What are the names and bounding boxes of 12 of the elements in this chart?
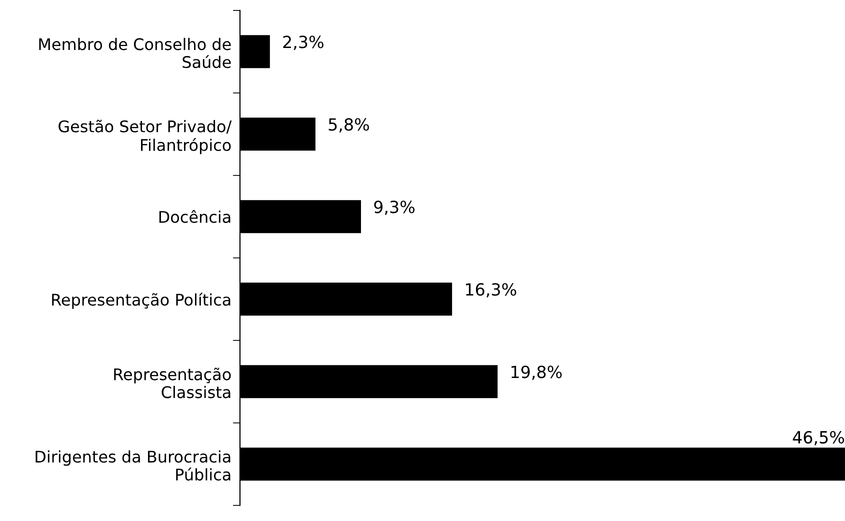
y-tick-label: Dirigentes da Burocracia Pública: [36, 450, 230, 481]
y-tick-label: Docência: [159, 210, 230, 223]
data-label: 19,8%: [512, 366, 562, 380]
y-tick-label: Representação Classista: [114, 368, 231, 398]
data-label: 16,3%: [466, 283, 516, 298]
data-label: 2,3%: [283, 36, 324, 50]
data-label: 9,3%: [374, 200, 415, 215]
data-label: 46,5%: [792, 430, 844, 446]
y-tick-label: Representação Política: [52, 292, 230, 309]
y-tick-label: Gestão Setor Privado/ Filantrópico: [58, 120, 232, 154]
data-label: 5,8%: [328, 118, 369, 132]
y-tick-label: Membro de Conselho de Saúde: [39, 38, 231, 68]
